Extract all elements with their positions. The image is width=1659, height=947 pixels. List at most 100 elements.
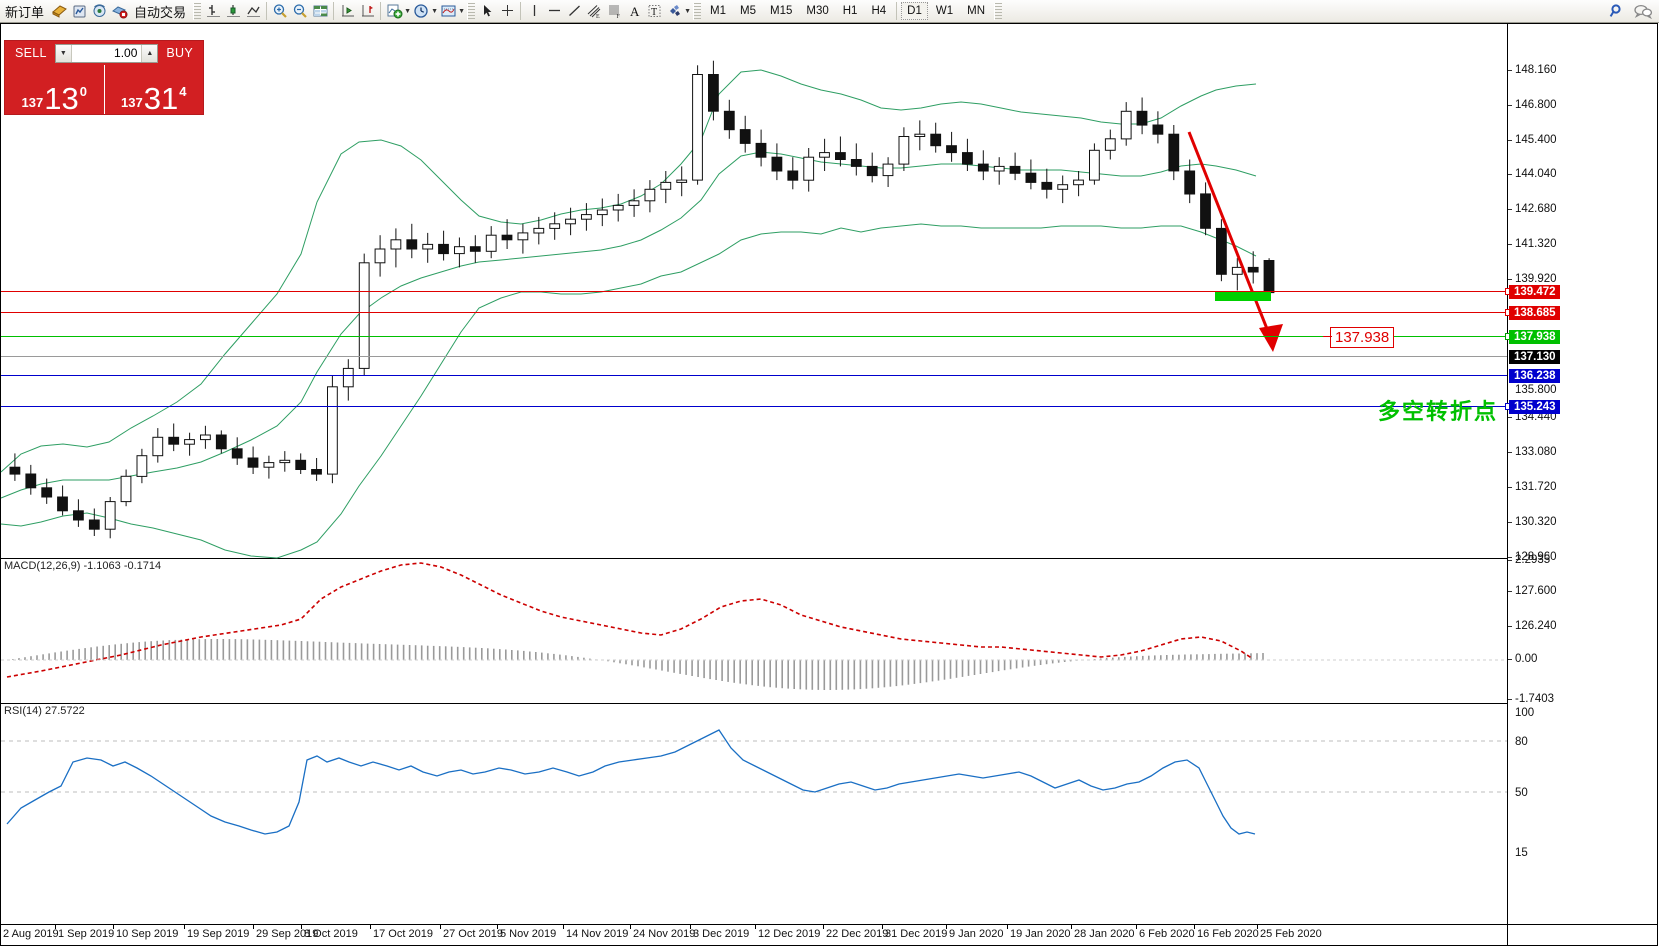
periods-icon[interactable] — [411, 2, 431, 20]
rsi-plot — [1, 729, 1507, 835]
chart-shift-icon[interactable] — [357, 2, 377, 20]
timeframe-m5[interactable]: M5 — [740, 5, 756, 17]
timeframe-h1[interactable]: H1 — [842, 5, 858, 17]
toolbar-grip-2[interactable] — [467, 2, 476, 20]
level-tag-137938[interactable]: 137.938 — [1509, 330, 1560, 344]
macd-pane[interactable]: MACD(12,26,9) -1.1063 -0.1714 — [1, 559, 1507, 704]
crosshair-icon[interactable] — [497, 2, 517, 20]
oct-prices-row: 137 13 0 137 31 4 — [5, 65, 203, 114]
price-tick: 133.080 — [1508, 446, 1557, 458]
level-tag-135243[interactable]: 135.243 — [1509, 400, 1560, 414]
volume-input[interactable]: 1.00 — [114, 45, 138, 60]
macd-tick: 0.00 — [1508, 653, 1537, 665]
timeframe-m30[interactable]: M30 — [806, 5, 829, 17]
text-icon[interactable]: A — [624, 2, 644, 20]
price-tick: 144.040 — [1508, 168, 1557, 180]
volume-decrease-icon[interactable]: ▼ — [55, 44, 72, 62]
line-chart-icon[interactable] — [243, 2, 263, 20]
buy-price-fraction: 4 — [179, 84, 187, 99]
price-tick: 127.600 — [1508, 585, 1557, 597]
rsi-pane[interactable]: RSI(14) 27.5722 — [1, 704, 1507, 867]
price-tick: 131.720 — [1508, 481, 1557, 493]
templates-icon[interactable] — [438, 2, 458, 20]
level-line-137938[interactable] — [1, 336, 1507, 337]
cursor-icon[interactable] — [477, 2, 497, 20]
price-pane[interactable]: 137.938 多空转折点 — [0, 24, 1507, 559]
auto-scroll-icon[interactable] — [337, 2, 357, 20]
shapes-dropdown-caret[interactable]: ▼ — [684, 7, 691, 15]
level-line-137130 — [1, 356, 1507, 357]
chat-icon[interactable] — [1633, 2, 1653, 20]
time-axis-label: 16 Feb 2020 — [1197, 928, 1259, 940]
candlestick-chart-icon[interactable] — [223, 2, 243, 20]
timeframe-mn[interactable]: MN — [967, 5, 985, 17]
price-tick: 128.960 — [1508, 551, 1557, 563]
indicators-dropdown-caret[interactable]: ▼ — [404, 7, 411, 15]
sell-price-big-figure: 137 — [21, 95, 44, 110]
zoom-in-icon[interactable] — [270, 2, 290, 20]
level-line-136238[interactable] — [1, 375, 1507, 376]
market-icon[interactable] — [69, 2, 89, 20]
toolbar-separator-2 — [333, 2, 335, 20]
autotrading-icon[interactable] — [109, 2, 129, 20]
sell-price[interactable]: 137 13 0 — [5, 65, 104, 114]
level-tag-138685[interactable]: 138.685 — [1509, 306, 1560, 320]
trendline-icon[interactable] — [564, 2, 584, 20]
periods-dropdown-caret[interactable]: ▼ — [431, 7, 438, 15]
buy-button[interactable]: BUY — [166, 46, 193, 60]
templates-dropdown-caret[interactable]: ▼ — [458, 7, 465, 15]
label-icon[interactable]: T — [644, 2, 664, 20]
price-tick: 130.320 — [1508, 516, 1557, 528]
volume-stepper[interactable]: ▼ 1.00 ▲ — [54, 43, 159, 63]
price-callout-leader — [1323, 336, 1332, 337]
buy-price-pips: 31 — [143, 80, 179, 116]
time-axis-label: 24 Nov 2019 — [633, 928, 696, 940]
chart-window[interactable]: ▲GBPJPY-,Daily 138.473 138.524 136.930 1… — [0, 23, 1658, 946]
trend-arrow — [1187, 131, 1283, 352]
level-line-139472[interactable] — [1, 291, 1507, 292]
shapes-icon[interactable] — [664, 2, 684, 20]
bar-chart-icon[interactable] — [203, 2, 223, 20]
new-order-button[interactable]: 新订单 — [0, 1, 49, 21]
data-window-icon[interactable] — [310, 2, 330, 20]
price-tick: 126.240 — [1508, 620, 1557, 632]
horizontal-line-icon[interactable] — [544, 2, 564, 20]
time-axis-label: 3 Dec 2019 — [693, 928, 750, 940]
time-axis-label: 25 Feb 2020 — [1260, 928, 1322, 940]
time-axis[interactable]: 2 Aug 2019 1 Sep 2019 10 Sep 2019 19 Sep 20… — [0, 924, 1657, 945]
level-tag-139472[interactable]: 139.472 — [1509, 285, 1560, 299]
timeframe-m1[interactable]: M1 — [710, 5, 727, 17]
toolbar-grip-1[interactable] — [193, 2, 202, 20]
toolbar-grip-3[interactable] — [693, 2, 702, 20]
rsi-tick: 15 — [1515, 847, 1528, 859]
level-tag-136238[interactable]: 136.238 — [1509, 369, 1560, 383]
time-axis-label: 29 Sep 2019 — [256, 928, 319, 940]
timeframe-m15[interactable]: M15 — [770, 5, 793, 17]
level-line-135243[interactable] — [1, 406, 1507, 407]
alerts-icon[interactable] — [89, 2, 109, 20]
oct-controls-row: SELL ▼ 1.00 ▲ BUY — [5, 41, 203, 65]
zoom-out-icon[interactable] — [290, 2, 310, 20]
signals-icon[interactable] — [49, 2, 69, 20]
timeframe-h4[interactable]: H4 — [871, 5, 887, 17]
macd-tick: 2.2935 — [1508, 554, 1550, 566]
volume-increase-icon[interactable]: ▲ — [141, 44, 158, 62]
toolbar-grip-4[interactable] — [994, 2, 1002, 20]
buy-price[interactable]: 137 31 4 — [103, 65, 204, 116]
sell-button[interactable]: SELL — [15, 46, 47, 60]
timeframe-w1[interactable]: W1 — [935, 5, 954, 17]
one-click-trading-panel[interactable]: SELL ▼ 1.00 ▲ BUY 137 13 0 137 31 4 — [4, 40, 204, 115]
toolbar-separator-1 — [266, 2, 268, 20]
fibonacci-icon[interactable]: F — [604, 2, 624, 20]
equidistant-channel-icon[interactable]: E — [584, 2, 604, 20]
indicators-icon[interactable] — [384, 2, 404, 20]
price-tick: 142.680 — [1508, 203, 1557, 215]
chart-bottom-blank — [1, 867, 1507, 924]
level-line-138685[interactable] — [1, 312, 1507, 313]
timeframe-d1[interactable]: D1 — [901, 2, 928, 20]
vertical-line-icon[interactable] — [524, 2, 544, 20]
search-icon[interactable] — [1607, 2, 1627, 20]
autotrading-button[interactable]: 自动交易 — [129, 1, 191, 21]
price-scale[interactable]: 148.160 146.800 145.400 144.040 142.680 … — [1505, 24, 1657, 945]
time-axis-label: 2 Aug 2019 — [3, 928, 59, 940]
